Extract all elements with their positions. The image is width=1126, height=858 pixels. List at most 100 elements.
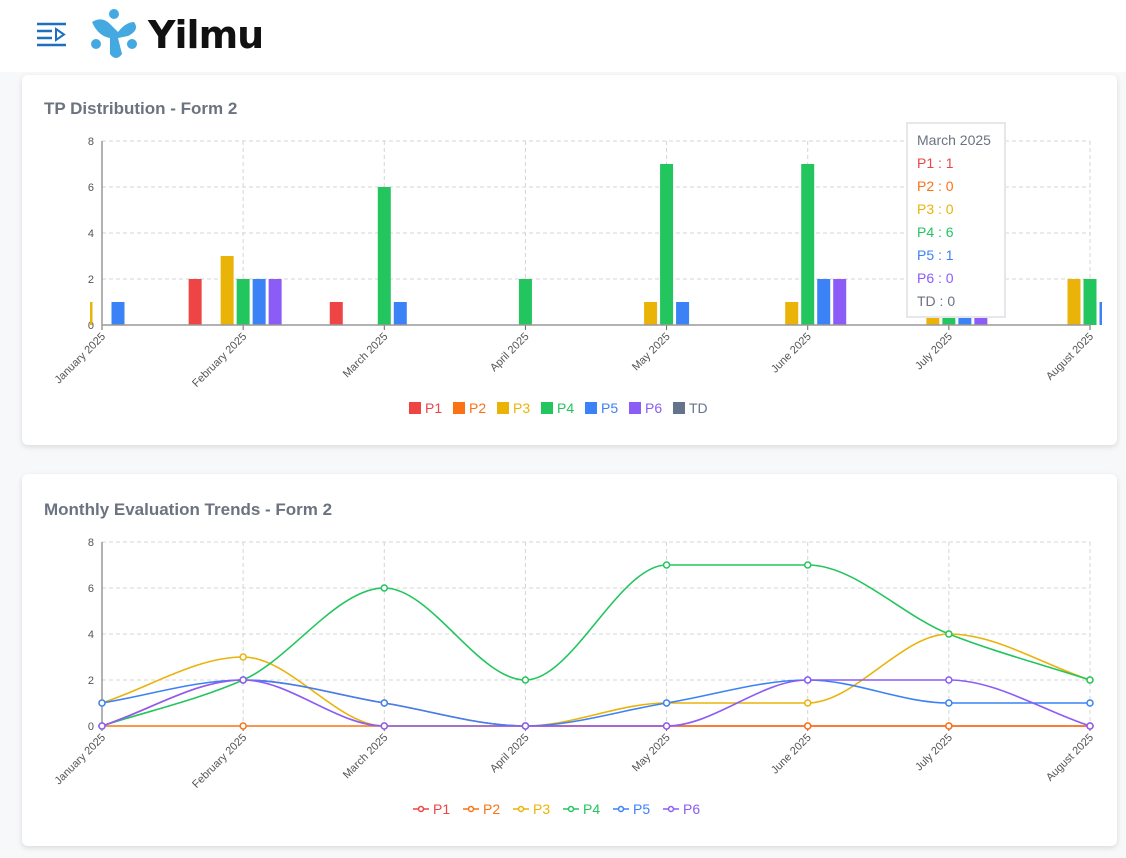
legend-item-p4[interactable]: P4: [563, 801, 600, 817]
legend-label: P4: [557, 400, 574, 416]
y-tick-label: 6: [88, 583, 94, 595]
point-p5: [662, 699, 671, 707]
point-p5: [945, 699, 953, 707]
bar-p5: [817, 279, 831, 325]
point-p4: [380, 584, 389, 592]
bar-p5: [111, 302, 125, 325]
bar-p4: [801, 164, 815, 325]
bar-p3: [1067, 279, 1081, 325]
bar-p3: [90, 302, 93, 325]
legend-label: P6: [645, 400, 662, 416]
x-tick-label: January 2025: [52, 331, 108, 387]
legend-label: P2: [483, 801, 500, 817]
x-tick-label: March 2025: [341, 331, 391, 381]
y-tick-label: 0: [88, 721, 94, 733]
legend-item-p4[interactable]: P4: [541, 400, 574, 416]
x-tick-label: July 2025: [913, 331, 955, 373]
legend-label: P1: [425, 400, 442, 416]
bar-p1: [188, 279, 202, 325]
legend-label: P1: [433, 801, 450, 817]
top-bar: Yilmu: [0, 0, 1126, 72]
chart-title: TP Distribution - Form 2: [44, 99, 238, 118]
x-tick-label: February 2025: [190, 331, 249, 390]
legend-item-p5[interactable]: P5: [613, 801, 650, 817]
brand-logo[interactable]: Yilmu: [88, 8, 264, 62]
line-p6: [101, 679, 1091, 727]
line-p4: [101, 564, 1091, 727]
legend-item-td[interactable]: TD: [673, 400, 708, 416]
legend-item-p2[interactable]: P2: [463, 801, 500, 817]
point-p4: [945, 630, 953, 638]
menu-collapse-icon[interactable]: [36, 22, 68, 48]
legend-item-p6[interactable]: P6: [663, 801, 700, 817]
legend-label: P4: [583, 801, 600, 817]
legend-swatch: [409, 402, 421, 414]
legend-item-p3[interactable]: P3: [513, 801, 550, 817]
chart-tooltip: March 2025 P1 : 1 P2 : 0 P3 : 0 P4 : 6 P…: [906, 122, 1006, 318]
point-p5: [380, 699, 389, 707]
legend-item-p5[interactable]: P5: [585, 400, 618, 416]
bar-p3: [220, 256, 234, 325]
legend-swatch: [673, 402, 685, 414]
legend-label: TD: [689, 400, 708, 416]
legend-label: P5: [633, 801, 650, 817]
legend-item-p3[interactable]: P3: [497, 400, 530, 416]
y-tick-label: 0: [88, 320, 94, 332]
point-p4: [1086, 676, 1094, 684]
y-tick-label: 8: [88, 537, 94, 549]
legend-item-p6[interactable]: P6: [629, 400, 662, 416]
legend-point-marker: [517, 805, 525, 813]
bar-p4: [660, 164, 674, 325]
bar-p5: [393, 302, 407, 325]
y-tick-label: 2: [88, 274, 94, 286]
bars: [90, 164, 1102, 325]
tooltip-row-td: TD : 0: [917, 293, 956, 309]
legend-point-marker: [467, 805, 475, 813]
point-p6: [662, 722, 671, 730]
point-p6: [239, 676, 247, 684]
yilmu-logo-icon: [91, 9, 137, 58]
point-p6: [945, 676, 953, 684]
point-p4: [803, 561, 812, 569]
x-tick-label: May 2025: [630, 331, 673, 374]
y-tick-label: 4: [88, 228, 94, 240]
bar-p5: [1099, 302, 1102, 325]
point-p5: [98, 699, 106, 707]
x-tick-label: March 2025: [341, 732, 391, 782]
x-tick-label: August 2025: [1044, 331, 1096, 383]
point-p6: [521, 722, 530, 730]
legend-point-marker: [567, 805, 575, 813]
point-p6: [98, 722, 106, 730]
bar-p3: [785, 302, 799, 325]
tooltip-row-p1: P1 : 1: [917, 155, 954, 171]
tooltip-row-p5: P5 : 1: [917, 247, 954, 263]
bar-p5: [252, 279, 266, 325]
legend-item-p1[interactable]: P1: [409, 400, 442, 416]
legend-point-marker: [417, 805, 425, 813]
bar-p3: [644, 302, 658, 325]
point-p6: [803, 676, 812, 684]
x-tick-label: July 2025: [913, 732, 955, 774]
x-tick-label: August 2025: [1044, 732, 1096, 784]
tooltip-row-p6: P6 : 0: [917, 270, 954, 286]
y-tick-label: 8: [88, 136, 94, 148]
tooltip-row-p3: P3 : 0: [917, 201, 954, 217]
point-p2: [803, 722, 812, 730]
legend-swatch: [541, 402, 553, 414]
x-tick-label: June 2025: [769, 732, 814, 777]
legend-point-marker: [617, 805, 625, 813]
bar-p6: [833, 279, 847, 325]
tooltip-title: March 2025: [917, 132, 991, 148]
x-tick-label: June 2025: [769, 331, 814, 376]
bar-p4: [236, 279, 250, 325]
legend-item-p1[interactable]: P1: [413, 801, 450, 817]
legend-item-p2[interactable]: P2: [453, 400, 486, 416]
point-p2: [239, 722, 247, 730]
bar-p5: [676, 302, 690, 325]
bar-p1: [329, 302, 343, 325]
legend-label: P3: [533, 801, 550, 817]
line-p5: [101, 679, 1090, 727]
legend-label: P2: [469, 400, 486, 416]
legend-swatch: [497, 402, 509, 414]
